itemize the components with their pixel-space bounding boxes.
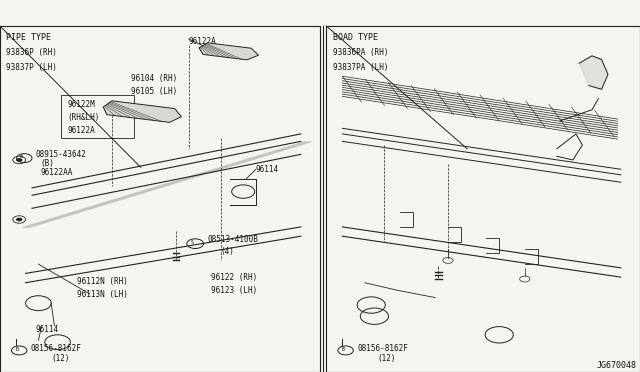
Polygon shape bbox=[103, 101, 182, 122]
Circle shape bbox=[16, 218, 22, 221]
Text: PIPE TYPE: PIPE TYPE bbox=[6, 33, 51, 42]
Text: JG670048: JG670048 bbox=[596, 361, 637, 370]
Text: 93836P (RH): 93836P (RH) bbox=[6, 48, 57, 57]
Text: (12): (12) bbox=[51, 355, 70, 363]
Text: 96122 (RH): 96122 (RH) bbox=[211, 273, 257, 282]
Text: B: B bbox=[342, 347, 344, 352]
Text: 96114: 96114 bbox=[35, 326, 58, 334]
Text: (12): (12) bbox=[378, 355, 396, 363]
Text: 96113N (LH): 96113N (LH) bbox=[77, 290, 127, 299]
Text: 93836PA (RH): 93836PA (RH) bbox=[333, 48, 388, 57]
Text: (4): (4) bbox=[221, 247, 235, 256]
Text: (RH&LH): (RH&LH) bbox=[67, 113, 100, 122]
Text: S: S bbox=[191, 240, 193, 246]
Text: 08156-8162F: 08156-8162F bbox=[357, 344, 408, 353]
Text: 96123 (LH): 96123 (LH) bbox=[211, 286, 257, 295]
Text: 96104 (RH): 96104 (RH) bbox=[131, 74, 177, 83]
Text: W: W bbox=[20, 154, 22, 160]
Polygon shape bbox=[579, 56, 608, 89]
Text: 96122A: 96122A bbox=[189, 37, 216, 46]
Polygon shape bbox=[199, 43, 259, 60]
Text: 96114: 96114 bbox=[256, 165, 279, 174]
Text: 08915-43642: 08915-43642 bbox=[35, 150, 86, 159]
Text: 96122A: 96122A bbox=[67, 126, 95, 135]
Text: 93837PA (LH): 93837PA (LH) bbox=[333, 63, 388, 72]
Text: BOAD TYPE: BOAD TYPE bbox=[333, 33, 378, 42]
Text: B: B bbox=[15, 347, 18, 352]
Text: 96112N (RH): 96112N (RH) bbox=[77, 277, 127, 286]
Text: 08513-4100B: 08513-4100B bbox=[208, 235, 259, 244]
Text: 08156-8162F: 08156-8162F bbox=[31, 344, 81, 353]
Circle shape bbox=[16, 158, 22, 162]
Text: 93837P (LH): 93837P (LH) bbox=[6, 63, 57, 72]
Text: (B): (B) bbox=[40, 159, 54, 168]
Text: 96105 (LH): 96105 (LH) bbox=[131, 87, 177, 96]
Text: 96122M: 96122M bbox=[67, 100, 95, 109]
Text: 96122AA: 96122AA bbox=[40, 169, 73, 177]
